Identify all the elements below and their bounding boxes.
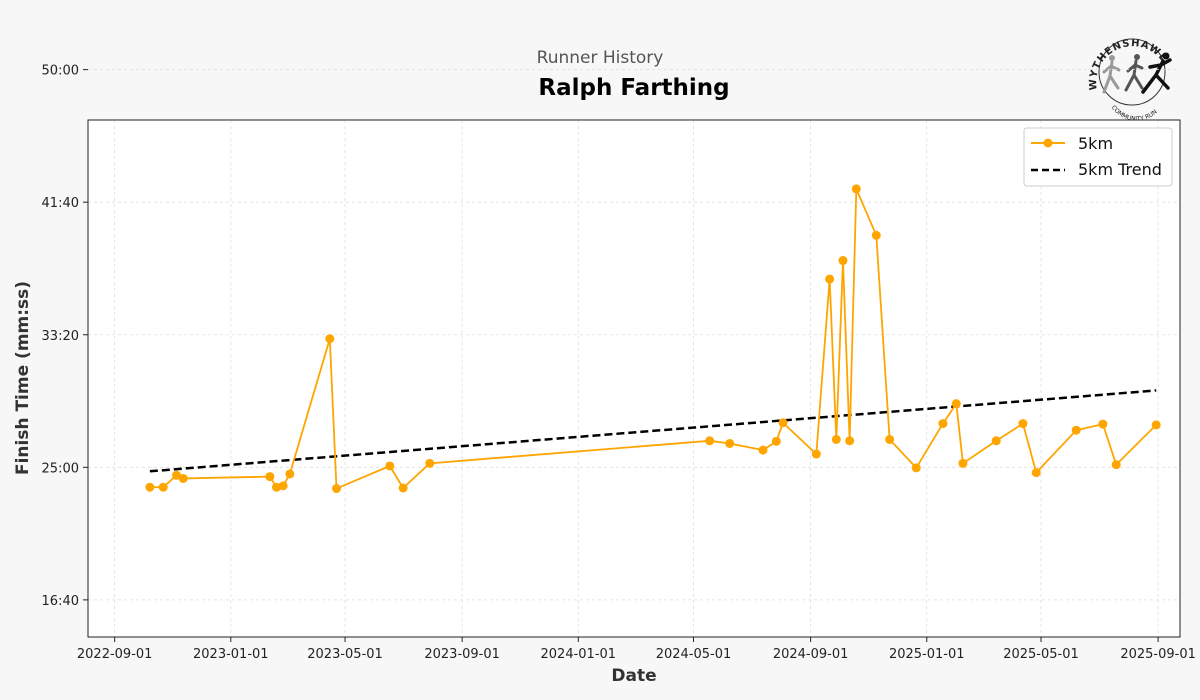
- x-axis-label: Date: [611, 666, 656, 686]
- grid: [88, 69, 1180, 637]
- data-point: [325, 334, 335, 344]
- data-point: [272, 482, 282, 492]
- y-tick-label: 25:00: [42, 461, 79, 476]
- data-point: [158, 482, 168, 492]
- data-point: [331, 484, 341, 494]
- y-axis-ticks: 16:40 25:00 33:20 41:40 50:00: [42, 64, 88, 609]
- legend-label-trend: 5km Trend: [1078, 160, 1162, 179]
- data-point: [385, 461, 395, 471]
- x-tick-label: 2025-05-01: [1003, 647, 1079, 662]
- data-point: [285, 469, 295, 479]
- legend: 5km 5km Trend: [1023, 127, 1173, 187]
- x-tick-label: 2024-05-01: [656, 647, 732, 662]
- data-point: [1018, 419, 1028, 429]
- x-tick-label: 2025-01-01: [889, 647, 965, 662]
- data-point: [871, 230, 881, 240]
- data-point: [911, 463, 921, 473]
- chart-subtitle: Runner History: [537, 48, 664, 68]
- runner-figure-black: [1141, 52, 1172, 94]
- data-point: [938, 419, 948, 429]
- data-point: [811, 449, 821, 459]
- data-point: [845, 436, 855, 446]
- data-point: [705, 436, 715, 446]
- x-tick-label: 2024-01-01: [541, 647, 617, 662]
- runner-figure-light: [1102, 55, 1121, 94]
- chart-title: Ralph Farthing: [538, 75, 729, 101]
- data-point: [1098, 419, 1108, 429]
- data-point: [1071, 425, 1081, 435]
- plot-frame: [87, 119, 1181, 638]
- data-point: [1151, 420, 1161, 430]
- data-point: [265, 472, 275, 482]
- data-point: [425, 458, 435, 468]
- data-point: [951, 399, 961, 409]
- data-point: [145, 482, 155, 492]
- x-tick-label: 2023-01-01: [193, 647, 269, 662]
- data-point: [398, 483, 408, 493]
- data-point: [178, 473, 188, 483]
- data-point: [831, 434, 841, 444]
- runner-figure-dark: [1124, 54, 1144, 92]
- trend-line: [149, 389, 1157, 473]
- data-point: [758, 445, 768, 455]
- data-point: [771, 436, 781, 446]
- data-point: [172, 470, 182, 480]
- y-tick-label: 41:40: [42, 196, 79, 211]
- data-point: [725, 438, 735, 448]
- y-axis-label: Finish Time (mm:ss): [13, 281, 33, 475]
- x-tick-label: 2025-09-01: [1120, 647, 1196, 662]
- data-point: [778, 418, 788, 428]
- data-point: [838, 256, 848, 266]
- x-tick-label: 2022-09-01: [77, 647, 153, 662]
- data-point: [278, 481, 288, 491]
- x-tick-label: 2023-09-01: [424, 647, 500, 662]
- data-point: [885, 434, 895, 444]
- x-tick-label: 2023-05-01: [307, 647, 383, 662]
- y-tick-label: 16:40: [42, 594, 79, 609]
- data-point: [1111, 460, 1121, 470]
- y-tick-label: 33:20: [42, 329, 79, 344]
- legend-label-5km: 5km: [1078, 134, 1113, 153]
- plot-series: [145, 184, 1161, 494]
- data-point: [851, 184, 861, 194]
- data-point: [1031, 468, 1041, 478]
- x-axis-ticks: 2022-09-01 2023-01-01 2023-05-01 2023-09-01…: [77, 637, 1196, 662]
- plot-area: [88, 120, 1180, 637]
- y-tick-label: 50:00: [42, 64, 79, 79]
- x-tick-label: 2024-09-01: [773, 647, 849, 662]
- legend-marker-5km: [1043, 138, 1053, 148]
- club-logo: WYTHENSHAWE COMMUNITY RUN: [1088, 38, 1172, 123]
- data-point: [991, 436, 1001, 446]
- data-point: [958, 458, 968, 468]
- data-point: [825, 274, 835, 284]
